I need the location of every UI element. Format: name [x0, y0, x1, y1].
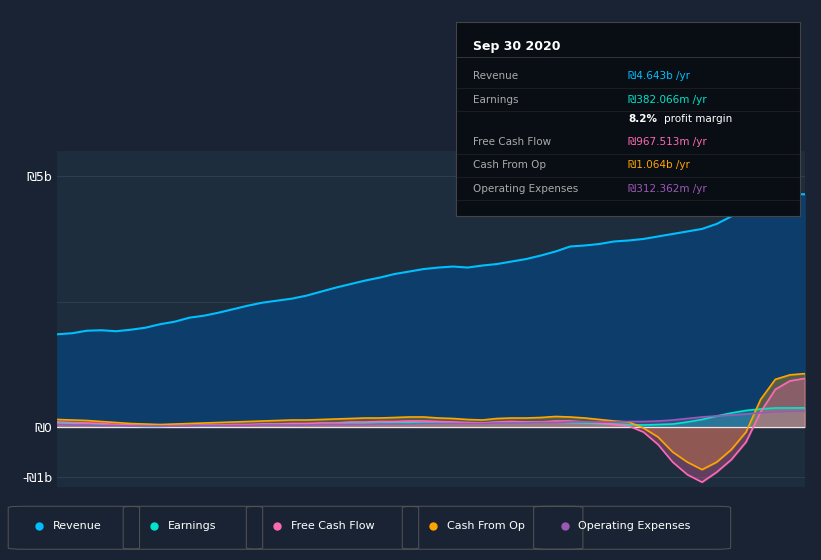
Text: Earnings: Earnings	[473, 95, 518, 105]
Text: Free Cash Flow: Free Cash Flow	[291, 521, 374, 531]
Text: Revenue: Revenue	[53, 521, 101, 531]
Text: Earnings: Earnings	[167, 521, 216, 531]
Text: Operating Expenses: Operating Expenses	[473, 184, 578, 194]
Text: ₪312.362m /yr: ₪312.362m /yr	[628, 184, 707, 194]
Text: Operating Expenses: Operating Expenses	[578, 521, 690, 531]
Text: ₪967.513m /yr: ₪967.513m /yr	[628, 137, 707, 147]
Text: Revenue: Revenue	[473, 72, 518, 82]
Text: Cash From Op: Cash From Op	[447, 521, 525, 531]
Text: profit margin: profit margin	[664, 114, 732, 124]
Text: Free Cash Flow: Free Cash Flow	[473, 137, 551, 147]
Text: 8.2%: 8.2%	[628, 114, 657, 124]
Text: ₪4.643b /yr: ₪4.643b /yr	[628, 72, 690, 82]
Text: Cash From Op: Cash From Op	[473, 160, 546, 170]
Text: Sep 30 2020: Sep 30 2020	[473, 40, 561, 53]
Text: ₪1.064b /yr: ₪1.064b /yr	[628, 160, 690, 170]
Text: ₪382.066m /yr: ₪382.066m /yr	[628, 95, 707, 105]
